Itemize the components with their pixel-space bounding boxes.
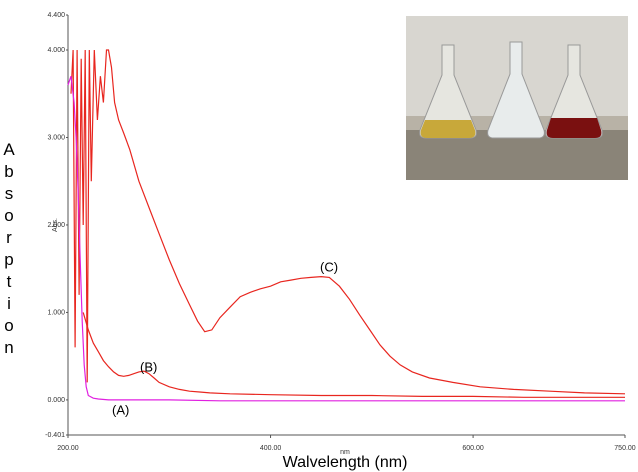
x-unit: nm	[340, 449, 350, 456]
annotation: (C)	[320, 259, 338, 274]
annotation: (A)	[112, 402, 129, 417]
x-tick-label: 600.00	[462, 445, 484, 452]
y-tick-label: 2.000	[47, 222, 65, 229]
y-tick-label: 4.000	[47, 47, 65, 54]
x-tick-label: 750.00	[614, 445, 636, 452]
x-axis-label: Walvelength (nm)	[283, 454, 408, 471]
y-tick-label: 1.000	[47, 309, 65, 316]
y-unit: Abs.	[52, 218, 59, 232]
inset-photo	[406, 16, 628, 180]
spectrum-line	[70, 49, 626, 395]
x-tick-label: 200.00	[57, 445, 79, 452]
x-tick-label: 400.00	[260, 445, 282, 452]
annotation: (B)	[140, 359, 157, 374]
spectrum-line	[67, 76, 625, 402]
y-tick-label: 0.000	[47, 397, 65, 404]
y-tick-label: 3.000	[47, 134, 65, 141]
y-tick-label: -0.401	[45, 432, 65, 439]
spectrum-line	[82, 312, 625, 398]
y-tick-label: 4.400	[47, 12, 65, 19]
y-axis-label: Absorption	[0, 140, 19, 360]
